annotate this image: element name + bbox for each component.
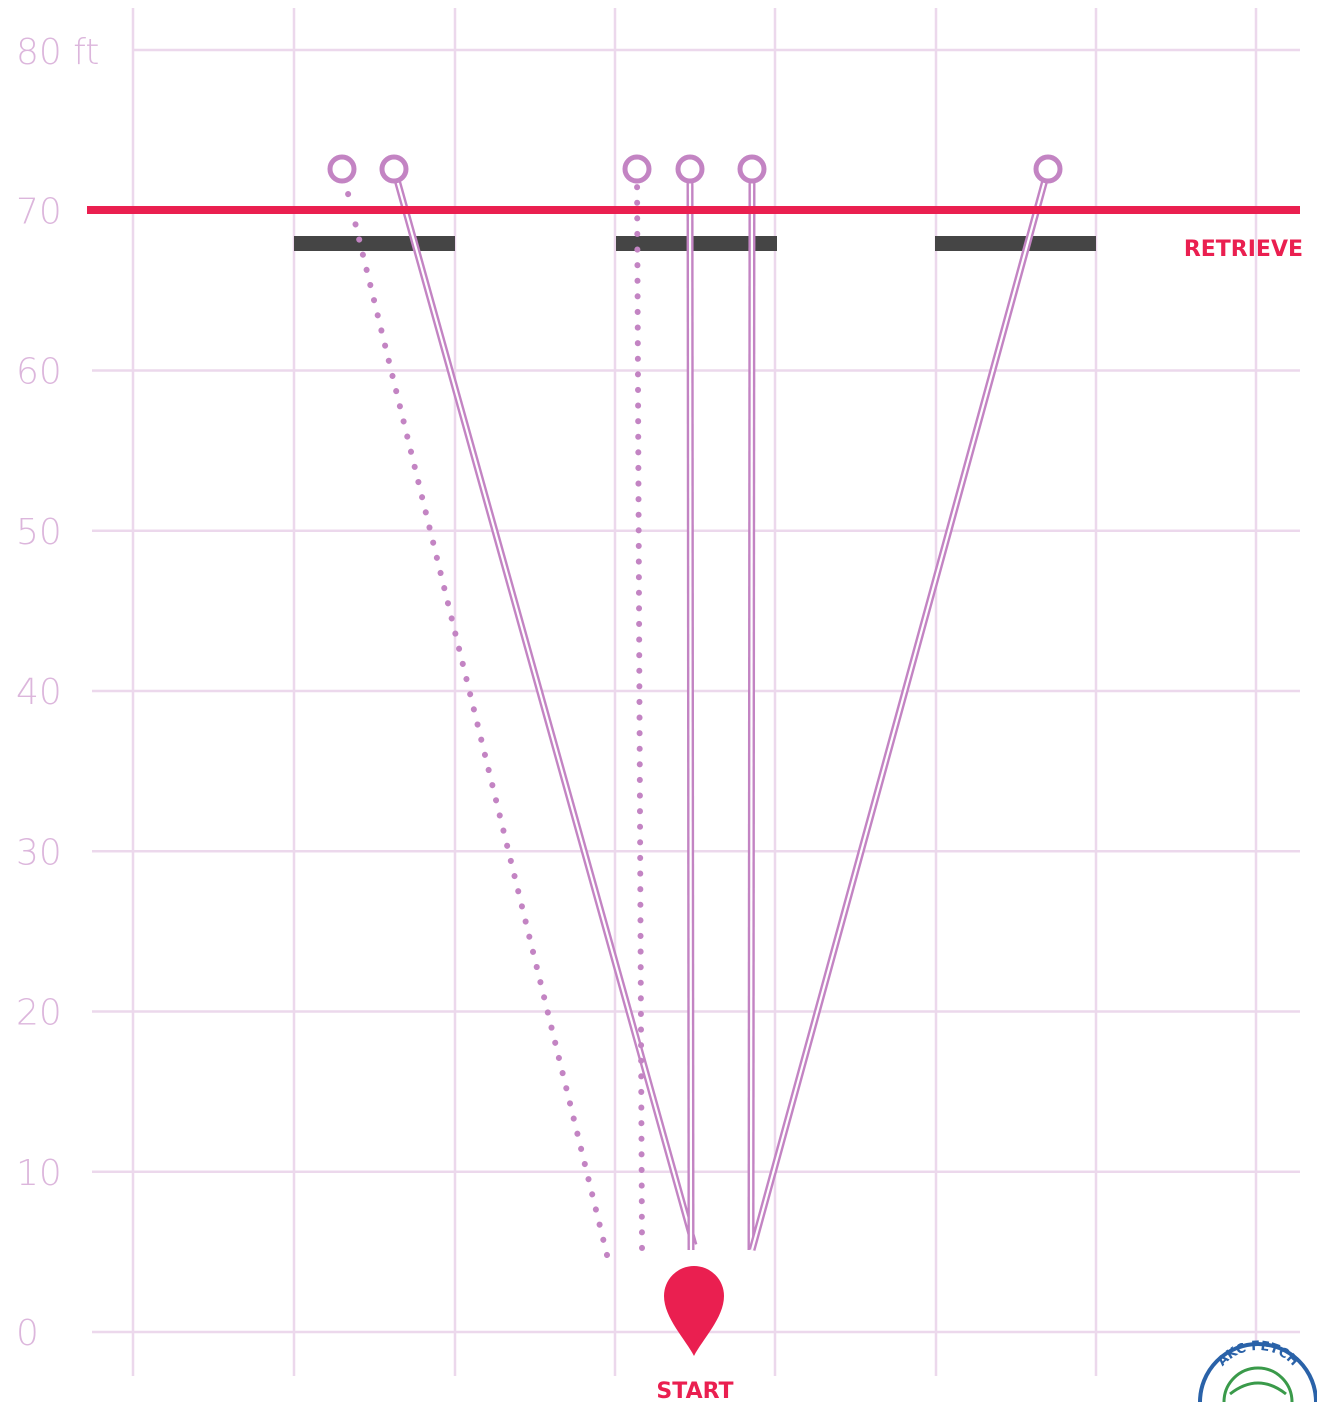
y-tick-label: 20 [16, 993, 62, 1034]
landing-ring-icon [379, 154, 409, 184]
y-tick-label: 30 [16, 832, 62, 873]
left-outer-dotted [327, 154, 610, 1258]
map-pin-icon [664, 1266, 724, 1356]
y-tick-label: 10 [16, 1153, 62, 1194]
retrieve-paths [327, 154, 1063, 1258]
landing-ring-icon [1033, 154, 1063, 184]
right-gate [935, 236, 1096, 251]
y-tick-label: 40 [16, 672, 62, 713]
akc-fetch-logo: AKC FETCH [1198, 1339, 1317, 1407]
center-double [675, 154, 705, 1251]
center-right-double [737, 154, 767, 1251]
y-axis-labels: 0 10 20 30 40 50 60 70 80 ft [16, 32, 99, 1354]
gates [294, 236, 1096, 251]
y-tick-label: 70 [16, 191, 62, 232]
start-label: START [656, 1379, 733, 1402]
center-left-dotted [622, 154, 652, 1251]
left-inner-double [379, 154, 698, 1246]
y-tick-label: 60 [16, 352, 62, 393]
center-gate [616, 236, 777, 251]
start-marker [664, 1266, 724, 1356]
landing-ring-icon [622, 154, 652, 184]
right-double [748, 154, 1063, 1251]
retrieve-label: RETRIEVE [1184, 237, 1303, 262]
left-gate [294, 236, 455, 251]
landing-ring-icon [327, 154, 357, 184]
y-tick-label: 0 [16, 1313, 39, 1354]
y-tick-label: 50 [16, 512, 62, 553]
y-axis-unit-label: 80 ft [16, 32, 99, 73]
landing-ring-icon [737, 154, 767, 184]
landing-ring-icon [675, 154, 705, 184]
